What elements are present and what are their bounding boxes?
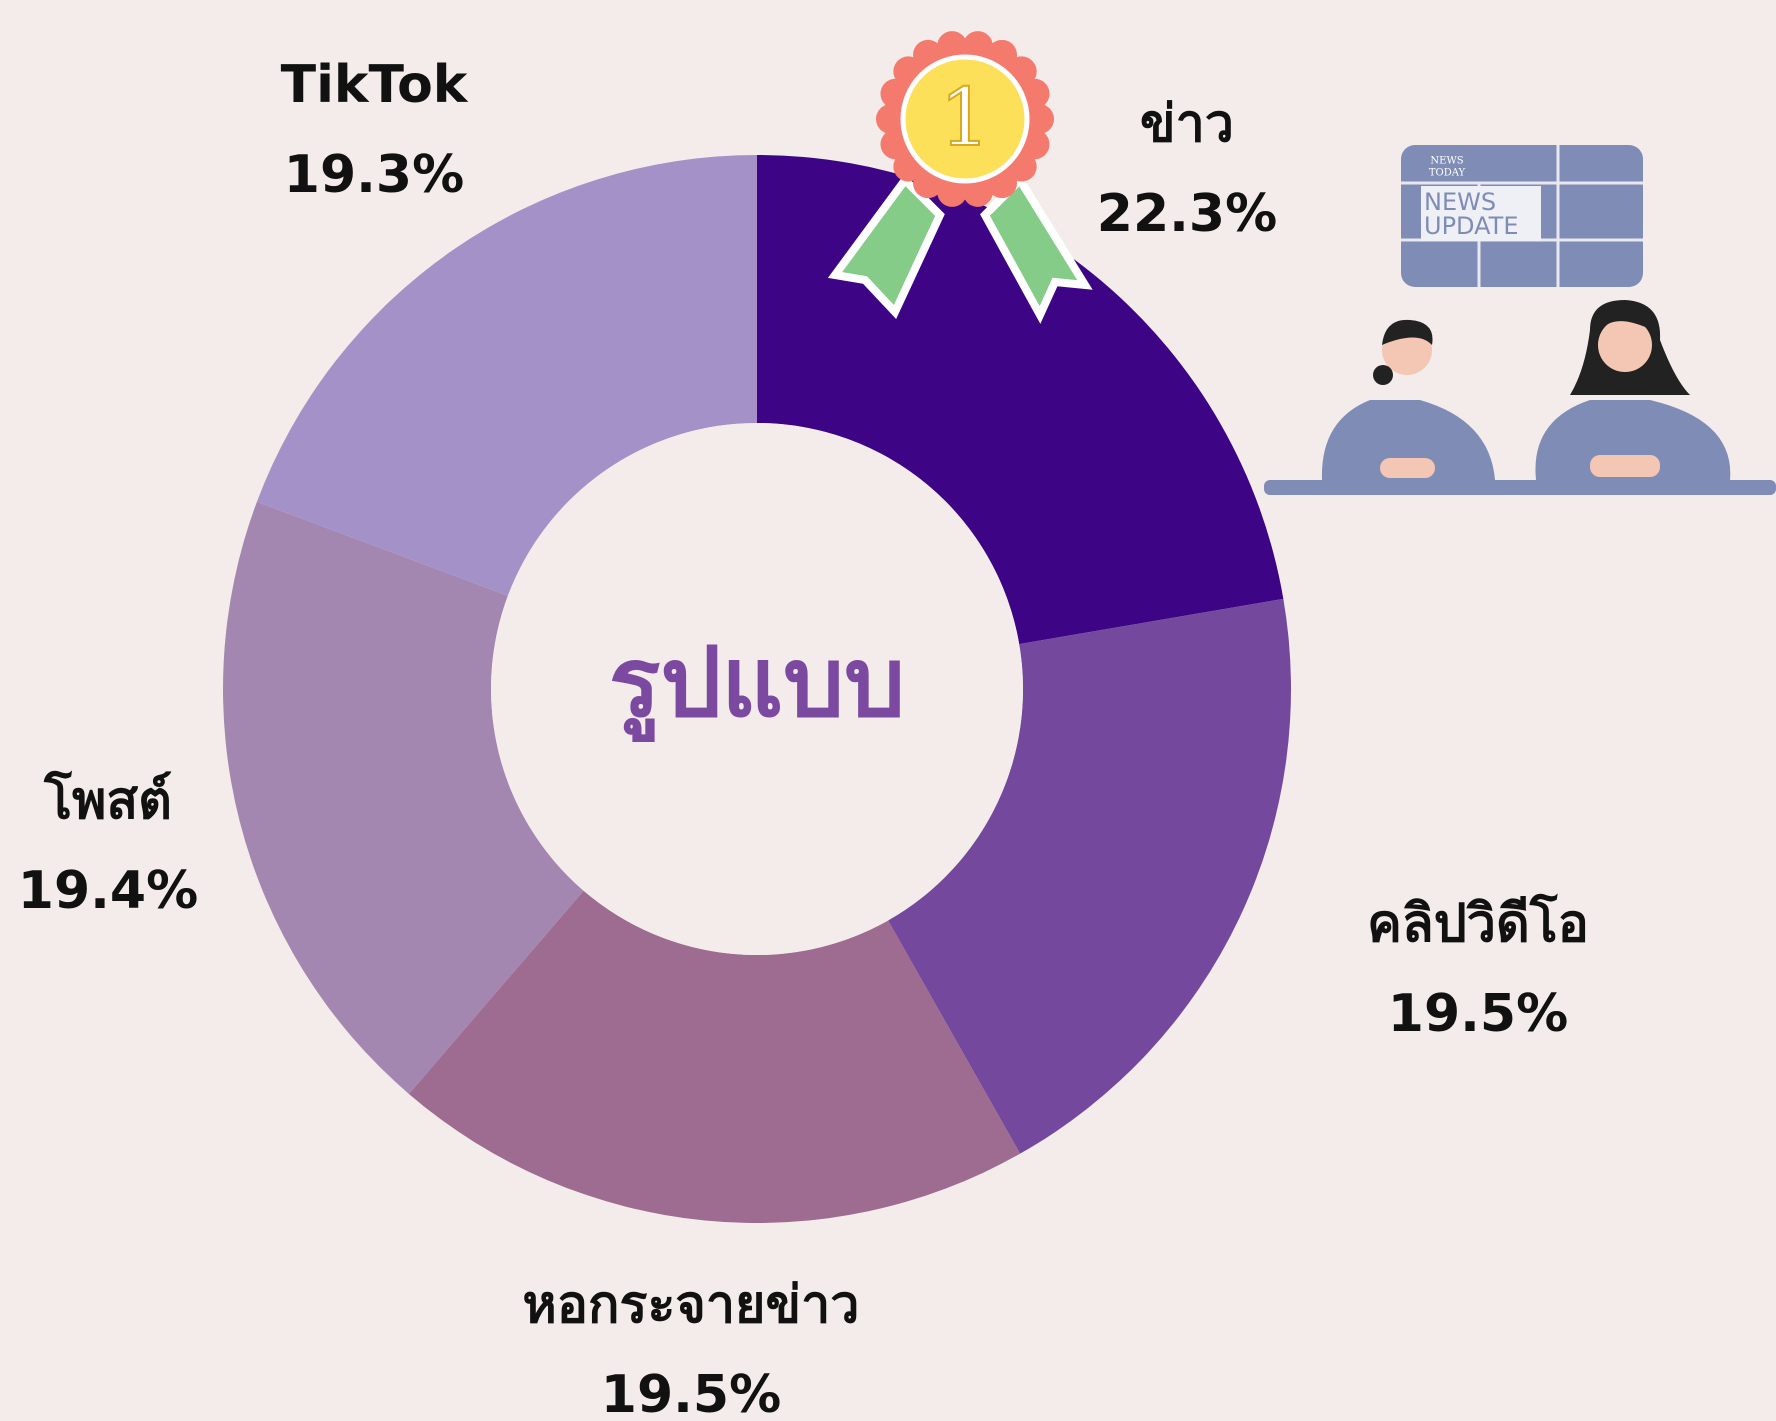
badge-number: 1: [940, 71, 991, 164]
chart: รูปแบบ NEWS TODAY NEWS UPDATE 1 ข่าว 22.3…: [0, 0, 1776, 1421]
category-label: ข่าว: [1140, 94, 1234, 154]
news-logo: TODAY: [1429, 168, 1466, 179]
category-label: โพสต์: [43, 769, 172, 831]
value-label: 19.3%: [284, 145, 464, 205]
page: รูปแบบ NEWS TODAY NEWS UPDATE 1 ข่าว 22.3…: [0, 0, 1776, 1421]
news-logo: NEWS: [1430, 156, 1463, 167]
category-label: คลิปวิดีโอ: [1367, 892, 1589, 954]
news-icon: NEWS TODAY NEWS UPDATE: [1401, 145, 1643, 287]
news-banner: UPDATE: [1424, 212, 1518, 240]
value-label: 22.3%: [1097, 184, 1277, 244]
value-label: 19.5%: [601, 1365, 781, 1421]
category-label: TikTok: [281, 55, 469, 115]
category-label: หอกระจายข่าว: [523, 1275, 860, 1335]
value-label: 19.5%: [1388, 984, 1568, 1044]
center-label: รูปแบบ: [609, 626, 905, 742]
value-label: 19.4%: [18, 861, 198, 921]
